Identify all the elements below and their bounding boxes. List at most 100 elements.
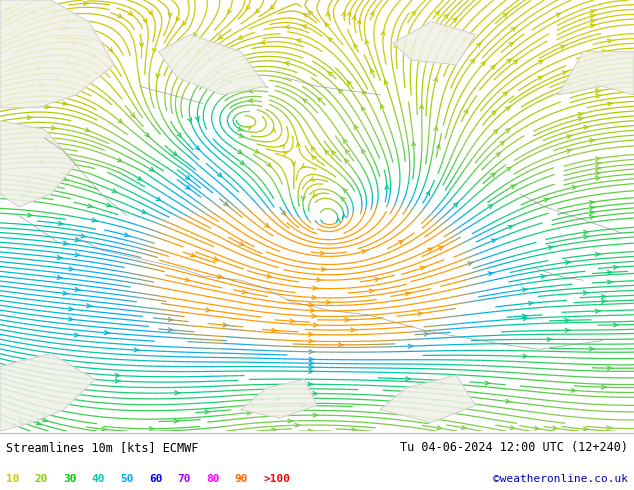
FancyArrowPatch shape <box>46 136 51 140</box>
FancyArrowPatch shape <box>271 128 276 132</box>
FancyArrowPatch shape <box>607 280 612 284</box>
FancyArrowPatch shape <box>68 317 74 321</box>
FancyArrowPatch shape <box>541 274 547 278</box>
Text: 60: 60 <box>149 474 162 485</box>
FancyArrowPatch shape <box>590 206 595 210</box>
FancyArrowPatch shape <box>42 418 48 422</box>
FancyArrowPatch shape <box>281 211 285 215</box>
FancyArrowPatch shape <box>34 146 39 149</box>
FancyArrowPatch shape <box>317 278 322 282</box>
FancyArrowPatch shape <box>509 43 513 47</box>
FancyArrowPatch shape <box>224 202 228 206</box>
FancyArrowPatch shape <box>312 314 317 318</box>
FancyArrowPatch shape <box>57 256 63 260</box>
FancyArrowPatch shape <box>347 81 351 85</box>
FancyArrowPatch shape <box>607 270 612 274</box>
FancyArrowPatch shape <box>590 216 595 219</box>
FancyArrowPatch shape <box>444 15 448 19</box>
FancyArrowPatch shape <box>27 116 32 120</box>
FancyArrowPatch shape <box>313 286 318 290</box>
FancyArrowPatch shape <box>453 18 456 22</box>
FancyArrowPatch shape <box>85 128 91 131</box>
FancyArrowPatch shape <box>357 20 361 24</box>
FancyArrowPatch shape <box>562 71 568 74</box>
FancyArrowPatch shape <box>548 245 553 249</box>
Text: >100: >100 <box>263 474 290 485</box>
FancyArrowPatch shape <box>107 203 112 207</box>
FancyArrowPatch shape <box>607 39 613 43</box>
FancyArrowPatch shape <box>195 146 199 150</box>
Polygon shape <box>158 34 266 95</box>
FancyArrowPatch shape <box>507 59 511 63</box>
FancyArrowPatch shape <box>553 426 558 430</box>
FancyArrowPatch shape <box>270 5 275 9</box>
FancyArrowPatch shape <box>595 167 601 171</box>
Text: Streamlines 10m [kts] ECMWF: Streamlines 10m [kts] ECMWF <box>6 441 198 454</box>
FancyArrowPatch shape <box>332 151 335 155</box>
FancyArrowPatch shape <box>297 143 301 147</box>
FancyArrowPatch shape <box>538 76 542 80</box>
FancyArrowPatch shape <box>590 10 596 13</box>
FancyArrowPatch shape <box>265 223 269 227</box>
FancyArrowPatch shape <box>583 235 589 239</box>
FancyArrowPatch shape <box>602 299 607 303</box>
FancyArrowPatch shape <box>172 151 177 155</box>
FancyArrowPatch shape <box>187 50 191 54</box>
FancyArrowPatch shape <box>217 274 223 278</box>
FancyArrowPatch shape <box>228 79 232 83</box>
FancyArrowPatch shape <box>309 350 314 354</box>
FancyArrowPatch shape <box>565 318 570 322</box>
FancyArrowPatch shape <box>571 389 576 392</box>
FancyArrowPatch shape <box>500 141 504 145</box>
FancyArrowPatch shape <box>436 145 440 149</box>
FancyArrowPatch shape <box>491 66 495 70</box>
FancyArrowPatch shape <box>198 49 202 53</box>
FancyArrowPatch shape <box>590 347 595 351</box>
Polygon shape <box>0 121 76 207</box>
FancyArrowPatch shape <box>57 275 62 279</box>
FancyArrowPatch shape <box>434 77 437 82</box>
FancyArrowPatch shape <box>567 83 573 87</box>
FancyArrowPatch shape <box>481 62 485 66</box>
FancyArrowPatch shape <box>56 78 61 82</box>
FancyArrowPatch shape <box>302 404 307 408</box>
FancyArrowPatch shape <box>6 18 10 22</box>
FancyArrowPatch shape <box>145 133 149 137</box>
FancyArrowPatch shape <box>583 427 588 431</box>
FancyArrowPatch shape <box>303 99 307 103</box>
FancyArrowPatch shape <box>81 234 86 238</box>
FancyArrowPatch shape <box>124 233 130 237</box>
FancyArrowPatch shape <box>238 150 242 153</box>
FancyArrowPatch shape <box>183 21 186 25</box>
FancyArrowPatch shape <box>40 160 45 164</box>
Text: 50: 50 <box>120 474 134 485</box>
FancyArrowPatch shape <box>214 257 219 261</box>
FancyArrowPatch shape <box>523 354 528 358</box>
FancyArrowPatch shape <box>311 308 316 312</box>
Text: 20: 20 <box>35 474 48 485</box>
FancyArrowPatch shape <box>65 36 70 40</box>
FancyArrowPatch shape <box>370 12 373 16</box>
FancyArrowPatch shape <box>267 274 272 278</box>
FancyArrowPatch shape <box>491 239 497 243</box>
FancyArrowPatch shape <box>339 90 343 94</box>
FancyArrowPatch shape <box>247 5 250 10</box>
FancyArrowPatch shape <box>584 125 590 129</box>
FancyArrowPatch shape <box>260 40 266 44</box>
FancyArrowPatch shape <box>304 14 308 17</box>
FancyArrowPatch shape <box>403 42 406 47</box>
FancyArrowPatch shape <box>503 92 507 96</box>
FancyArrowPatch shape <box>36 421 42 425</box>
FancyArrowPatch shape <box>590 15 596 18</box>
FancyArrowPatch shape <box>240 161 244 165</box>
FancyArrowPatch shape <box>11 422 17 426</box>
FancyArrowPatch shape <box>309 303 314 307</box>
FancyArrowPatch shape <box>352 16 356 20</box>
FancyArrowPatch shape <box>252 403 257 407</box>
FancyArrowPatch shape <box>247 98 253 102</box>
FancyArrowPatch shape <box>309 11 313 15</box>
FancyArrowPatch shape <box>437 426 443 430</box>
FancyArrowPatch shape <box>468 262 474 266</box>
FancyArrowPatch shape <box>115 379 120 383</box>
FancyArrowPatch shape <box>424 332 429 336</box>
